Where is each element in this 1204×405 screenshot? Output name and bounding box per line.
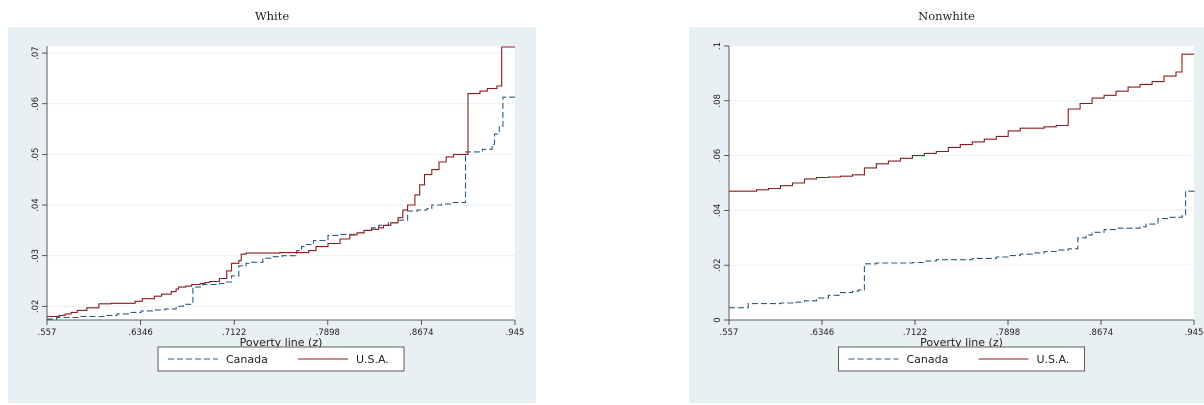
plot-area <box>47 46 515 320</box>
series-line-canada <box>47 96 515 320</box>
y-tick-label: .04 <box>31 198 41 212</box>
x-tick-label: .945 <box>506 328 525 338</box>
y-tick-label: .08 <box>713 94 723 108</box>
x-tick-label: .7122 <box>222 328 246 338</box>
legend-label: U.S.A. <box>356 353 389 366</box>
y-tick-label: 0 <box>713 317 723 322</box>
x-tick-label: .6346 <box>810 328 834 338</box>
x-tick-label: .7898 <box>996 328 1020 338</box>
y-tick-label: .1 <box>713 42 723 50</box>
legend-label: Canada <box>907 353 949 366</box>
y-tick-label: .03 <box>31 249 41 263</box>
y-tick-label: .04 <box>713 204 723 218</box>
series-line-usa <box>47 46 515 318</box>
x-tick-label: .6346 <box>128 328 152 338</box>
x-tick-label: .7122 <box>903 328 927 338</box>
series-line-usa <box>729 53 1194 192</box>
x-tick-label: .557 <box>38 328 57 338</box>
x-tick-label: .7898 <box>316 328 340 338</box>
x-axis-label: Poverty line (z) <box>920 336 1003 349</box>
chart-white: .02 .03 .04 .05 .06 .07 .557 .6346 .7122 .7898 .86… <box>8 27 536 403</box>
chart-title-white: White <box>254 9 290 23</box>
x-tick-label: .557 <box>720 328 739 338</box>
chart-nonwhite: 0 .02 .04 .06 .08 .1 .557 .6346 .7122 .7898 .8674.… <box>689 27 1204 403</box>
legend-label: Canada <box>226 353 268 366</box>
chart-title-nonwhite: Nonwhite <box>918 9 975 23</box>
legend-label: U.S.A. <box>1037 353 1070 366</box>
y-tick-label: .06 <box>713 149 723 163</box>
y-tick-label: .02 <box>31 300 41 314</box>
x-axis-label: Poverty line (z) <box>240 336 323 349</box>
y-tick-label: .06 <box>31 97 41 111</box>
x-tick-label: .8674 <box>1089 328 1113 338</box>
legend: Canada U.S.A. <box>838 346 1085 372</box>
x-tick-label: .8674 <box>409 328 433 338</box>
x-tick-label: .945 <box>1185 328 1204 338</box>
y-tick-label: .05 <box>31 148 41 162</box>
y-tick-label: .07 <box>31 46 41 60</box>
y-tick-label: .02 <box>713 258 723 272</box>
legend: Canada U.S.A. <box>157 346 405 372</box>
